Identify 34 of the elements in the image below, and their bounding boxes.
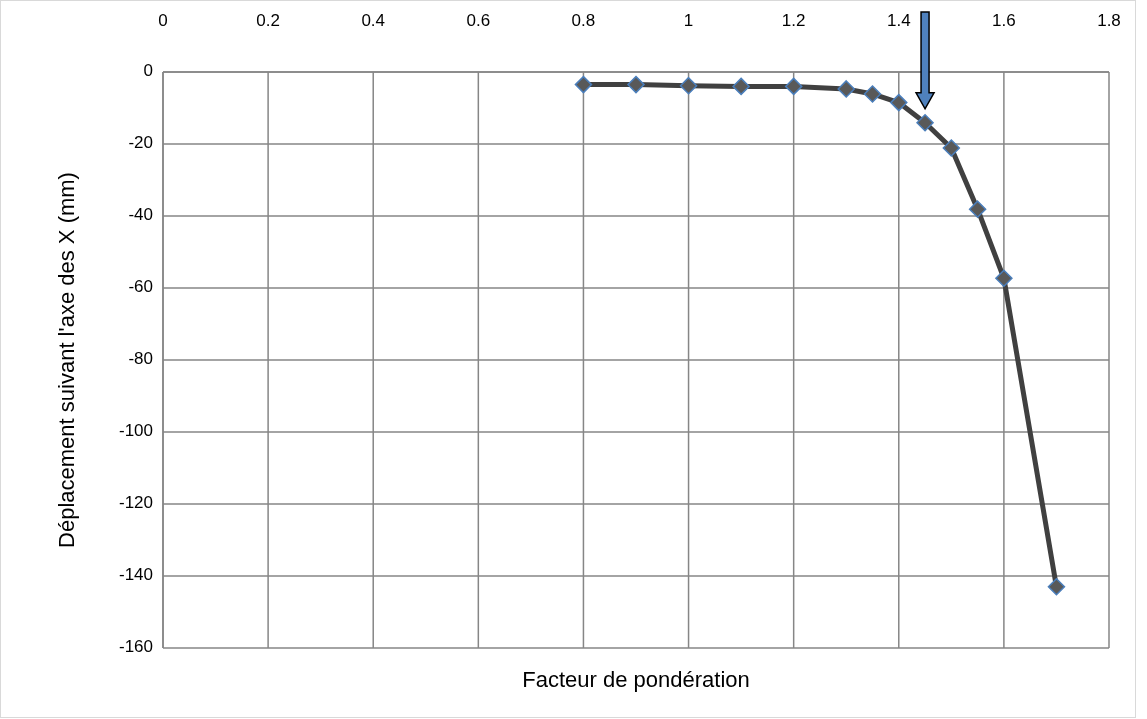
point — [863, 85, 882, 103]
point — [574, 75, 593, 94]
point — [995, 269, 1013, 288]
x-tick-label: 0.2 — [256, 11, 280, 31]
point — [837, 80, 855, 98]
y-tick-label: -140 — [118, 565, 153, 585]
y-tick-label: 0 — [143, 61, 153, 81]
point — [968, 200, 987, 218]
y-axis-title: Déplacement suivant l'axe des X (mm) — [53, 172, 79, 548]
point — [784, 77, 803, 96]
y-tick-label: -40 — [128, 205, 153, 225]
x-tick-label: 1.4 — [886, 11, 911, 31]
x-tick-label: 1.6 — [992, 11, 1016, 31]
y-tick-label: -160 — [118, 637, 153, 657]
point — [1047, 578, 1066, 596]
point — [627, 75, 645, 94]
y-tick-label: -60 — [128, 277, 153, 297]
point — [916, 114, 934, 132]
x-tick-label: 0 — [158, 11, 168, 31]
y-tick-label: -120 — [118, 493, 153, 513]
x-tick-label: 0.4 — [361, 11, 386, 31]
y-tick-label: -20 — [128, 133, 153, 153]
x-tick-label: 0.8 — [571, 11, 596, 31]
point — [890, 93, 908, 112]
y-tick-label: -80 — [128, 349, 153, 369]
y-tick-label: -100 — [118, 421, 153, 441]
point — [679, 76, 698, 95]
point — [942, 139, 961, 157]
x-tick-label: 1.8 — [1097, 11, 1121, 31]
point — [732, 77, 750, 96]
x-tick-label: 1.2 — [781, 11, 806, 31]
x-tick-label: 1 — [683, 11, 694, 31]
x-tick-label: 0.6 — [466, 11, 491, 31]
x-axis-title: Facteur de pondération — [522, 666, 750, 692]
